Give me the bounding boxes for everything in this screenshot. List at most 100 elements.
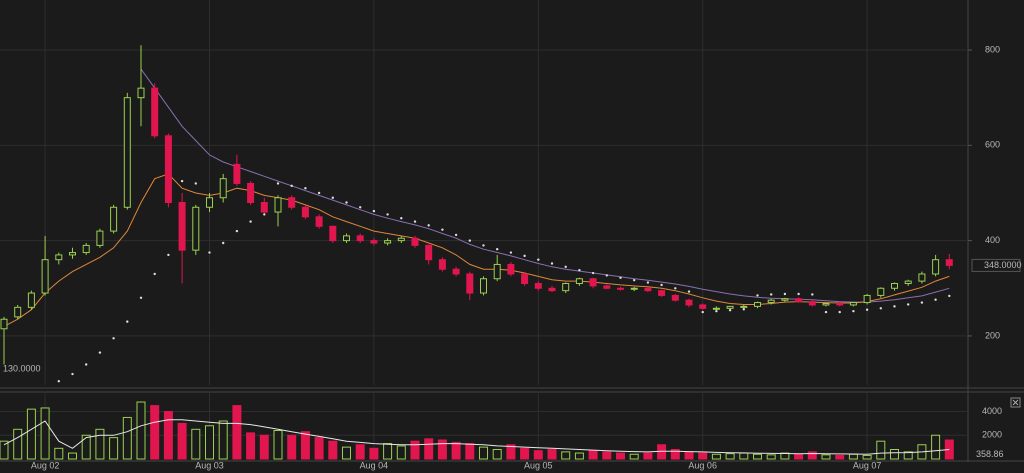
close-button[interactable]: [1010, 397, 1021, 408]
volume-bar: [177, 422, 187, 460]
candle-body: [699, 304, 707, 309]
sar-dot: [578, 268, 581, 272]
candle-body: [206, 197, 213, 208]
volume-bar: [492, 449, 502, 460]
sar-dot: [715, 309, 718, 313]
sar-dot: [304, 187, 307, 190]
volume-bar: [876, 440, 886, 460]
candle-body: [466, 273, 474, 294]
candle-body: [0, 318, 8, 330]
candle-body: [671, 294, 679, 301]
sar-dot: [783, 292, 787, 296]
volume-bar: [191, 428, 201, 460]
candle-body: [55, 254, 63, 261]
candle-body: [808, 301, 816, 306]
x-tick-label: Aug 05: [524, 460, 553, 470]
candle-body: [343, 235, 350, 242]
volume-bar: [205, 425, 214, 460]
x-tick-label: Aug 03: [195, 460, 224, 470]
candle-body: [288, 197, 296, 208]
sar-dot: [276, 182, 280, 185]
sar-dot: [180, 179, 184, 183]
sar-dot: [893, 305, 896, 308]
volume-bar: [753, 453, 762, 460]
volume-bar: [903, 451, 913, 460]
volume-bar: [835, 454, 845, 460]
candle-body: [918, 273, 926, 282]
candle-body: [397, 237, 405, 242]
volume-bar: [479, 446, 488, 460]
candle-body: [356, 235, 364, 242]
candle-body: [877, 287, 885, 296]
volume-ma-line: [3, 419, 950, 455]
sar-dot: [646, 281, 650, 284]
sar-dot: [167, 253, 170, 257]
volume-bar: [122, 416, 132, 460]
sar-dot: [824, 310, 828, 314]
candle-body: [754, 302, 761, 307]
candle-body: [123, 97, 131, 208]
volume-bar: [547, 449, 557, 460]
volume-bar: [232, 405, 242, 460]
candle-body: [795, 298, 803, 303]
sar-dot: [660, 283, 663, 287]
volume-bar: [643, 452, 653, 460]
x-tick-label: Aug 04: [360, 460, 389, 470]
candle-body: [164, 135, 172, 204]
ma-slow-line: [140, 68, 950, 303]
sar-dot: [413, 220, 417, 223]
sar-dot: [537, 258, 540, 261]
volume-bar: [355, 444, 365, 460]
volume-bar: [848, 453, 858, 460]
sar-dot: [865, 308, 869, 311]
sar-dot: [605, 274, 608, 277]
candle-body: [452, 268, 460, 275]
volume-bar: [150, 405, 160, 460]
candle-body: [863, 294, 871, 304]
volume-bar: [602, 451, 612, 460]
volume-bar: [68, 452, 77, 460]
price-marker-label: 348.0000: [984, 260, 1022, 270]
candle-body: [822, 303, 830, 306]
sar-dot: [811, 293, 814, 296]
volume-bar: [218, 420, 228, 460]
sar-dot: [359, 206, 362, 209]
candle-body: [507, 263, 515, 275]
candle-body: [904, 280, 912, 285]
y-tick-label: 600: [985, 140, 1000, 150]
close-box[interactable]: [1010, 397, 1021, 408]
ma-fast-line: [3, 173, 950, 327]
sar-dot: [263, 213, 266, 216]
sar-dot: [441, 228, 444, 231]
sar-dot: [948, 294, 951, 298]
volume-bar: [396, 445, 406, 460]
candle-body: [589, 278, 597, 287]
sar-dot: [194, 182, 197, 185]
sar-dot: [345, 201, 348, 204]
candle-body: [14, 306, 22, 318]
sar-dot: [372, 209, 376, 213]
candle-body: [329, 225, 337, 242]
candle-body: [260, 202, 268, 213]
sar-dot: [71, 372, 74, 376]
volume-bar: [0, 440, 9, 460]
sar-dot: [550, 262, 554, 265]
y-tick-label: 800: [985, 44, 1000, 54]
candle-body: [411, 237, 419, 246]
close-icon[interactable]: [1012, 399, 1019, 406]
candle-body: [630, 287, 638, 290]
sar-dot: [98, 351, 102, 354]
sar-dot: [222, 241, 225, 245]
y-tick-label: 4000: [982, 406, 1002, 416]
volume-bar: [931, 434, 941, 460]
volume-bar: [246, 432, 256, 460]
candle-body: [110, 206, 118, 232]
volume-bar: [26, 408, 36, 460]
volume-bar: [410, 440, 420, 460]
sar-dot: [454, 233, 458, 237]
candle-body: [370, 240, 378, 244]
volume-bar: [81, 434, 91, 460]
sar-dot: [496, 248, 499, 251]
low-marker-label: 130.0000: [3, 364, 41, 374]
candle-body: [247, 182, 255, 204]
